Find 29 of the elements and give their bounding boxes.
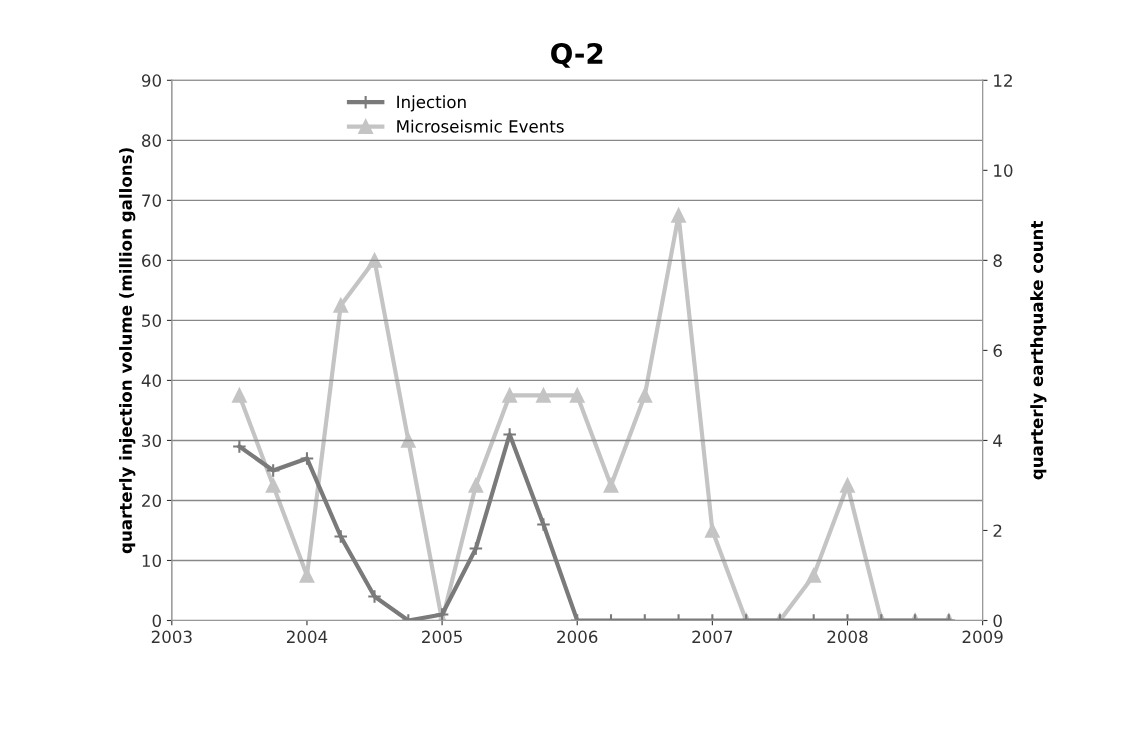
x-tick-label: 2006 xyxy=(557,630,598,644)
y-tick-label: 20 xyxy=(142,494,161,508)
y2-tick-label: 6 xyxy=(993,344,1002,357)
x-tick-label: 2005 xyxy=(422,630,462,644)
legend-label: Injection xyxy=(397,95,466,112)
y-tick-label: 10 xyxy=(142,554,161,568)
y2-axis-title: quarterly earthquake count xyxy=(1030,221,1047,480)
y2-tick-label: 12 xyxy=(994,74,1012,87)
y2-tick-label: 2 xyxy=(993,524,1002,537)
y2-tick-label: 10 xyxy=(994,164,1013,177)
y2-tick-label: 8 xyxy=(993,254,1002,267)
y-tick-label: 90 xyxy=(141,74,161,87)
y-tick-label: 60 xyxy=(142,254,161,267)
y-tick-label: 30 xyxy=(142,434,161,447)
chart-title: Q-2 xyxy=(551,43,603,68)
x-tick-label: 2008 xyxy=(827,630,868,644)
x-tick-label: 2003 xyxy=(151,630,192,644)
y-axis-title: quarterly injection volume (million gallons) xyxy=(119,148,136,554)
y-tick-label: 50 xyxy=(142,314,161,327)
y-tick-label: 80 xyxy=(142,134,161,147)
y-tick-label: 70 xyxy=(142,194,161,207)
y2-tick-label: 0 xyxy=(993,614,1002,628)
x-tick-label: 2009 xyxy=(962,630,1003,644)
x-tick-label: 2007 xyxy=(692,630,733,644)
y-tick-label: 0 xyxy=(152,614,161,628)
legend-label: Microseismic Events xyxy=(397,119,564,133)
x-tick-label: 2004 xyxy=(286,630,328,644)
y-tick-label: 40 xyxy=(141,374,161,387)
y2-tick-label: 4 xyxy=(993,434,1003,447)
